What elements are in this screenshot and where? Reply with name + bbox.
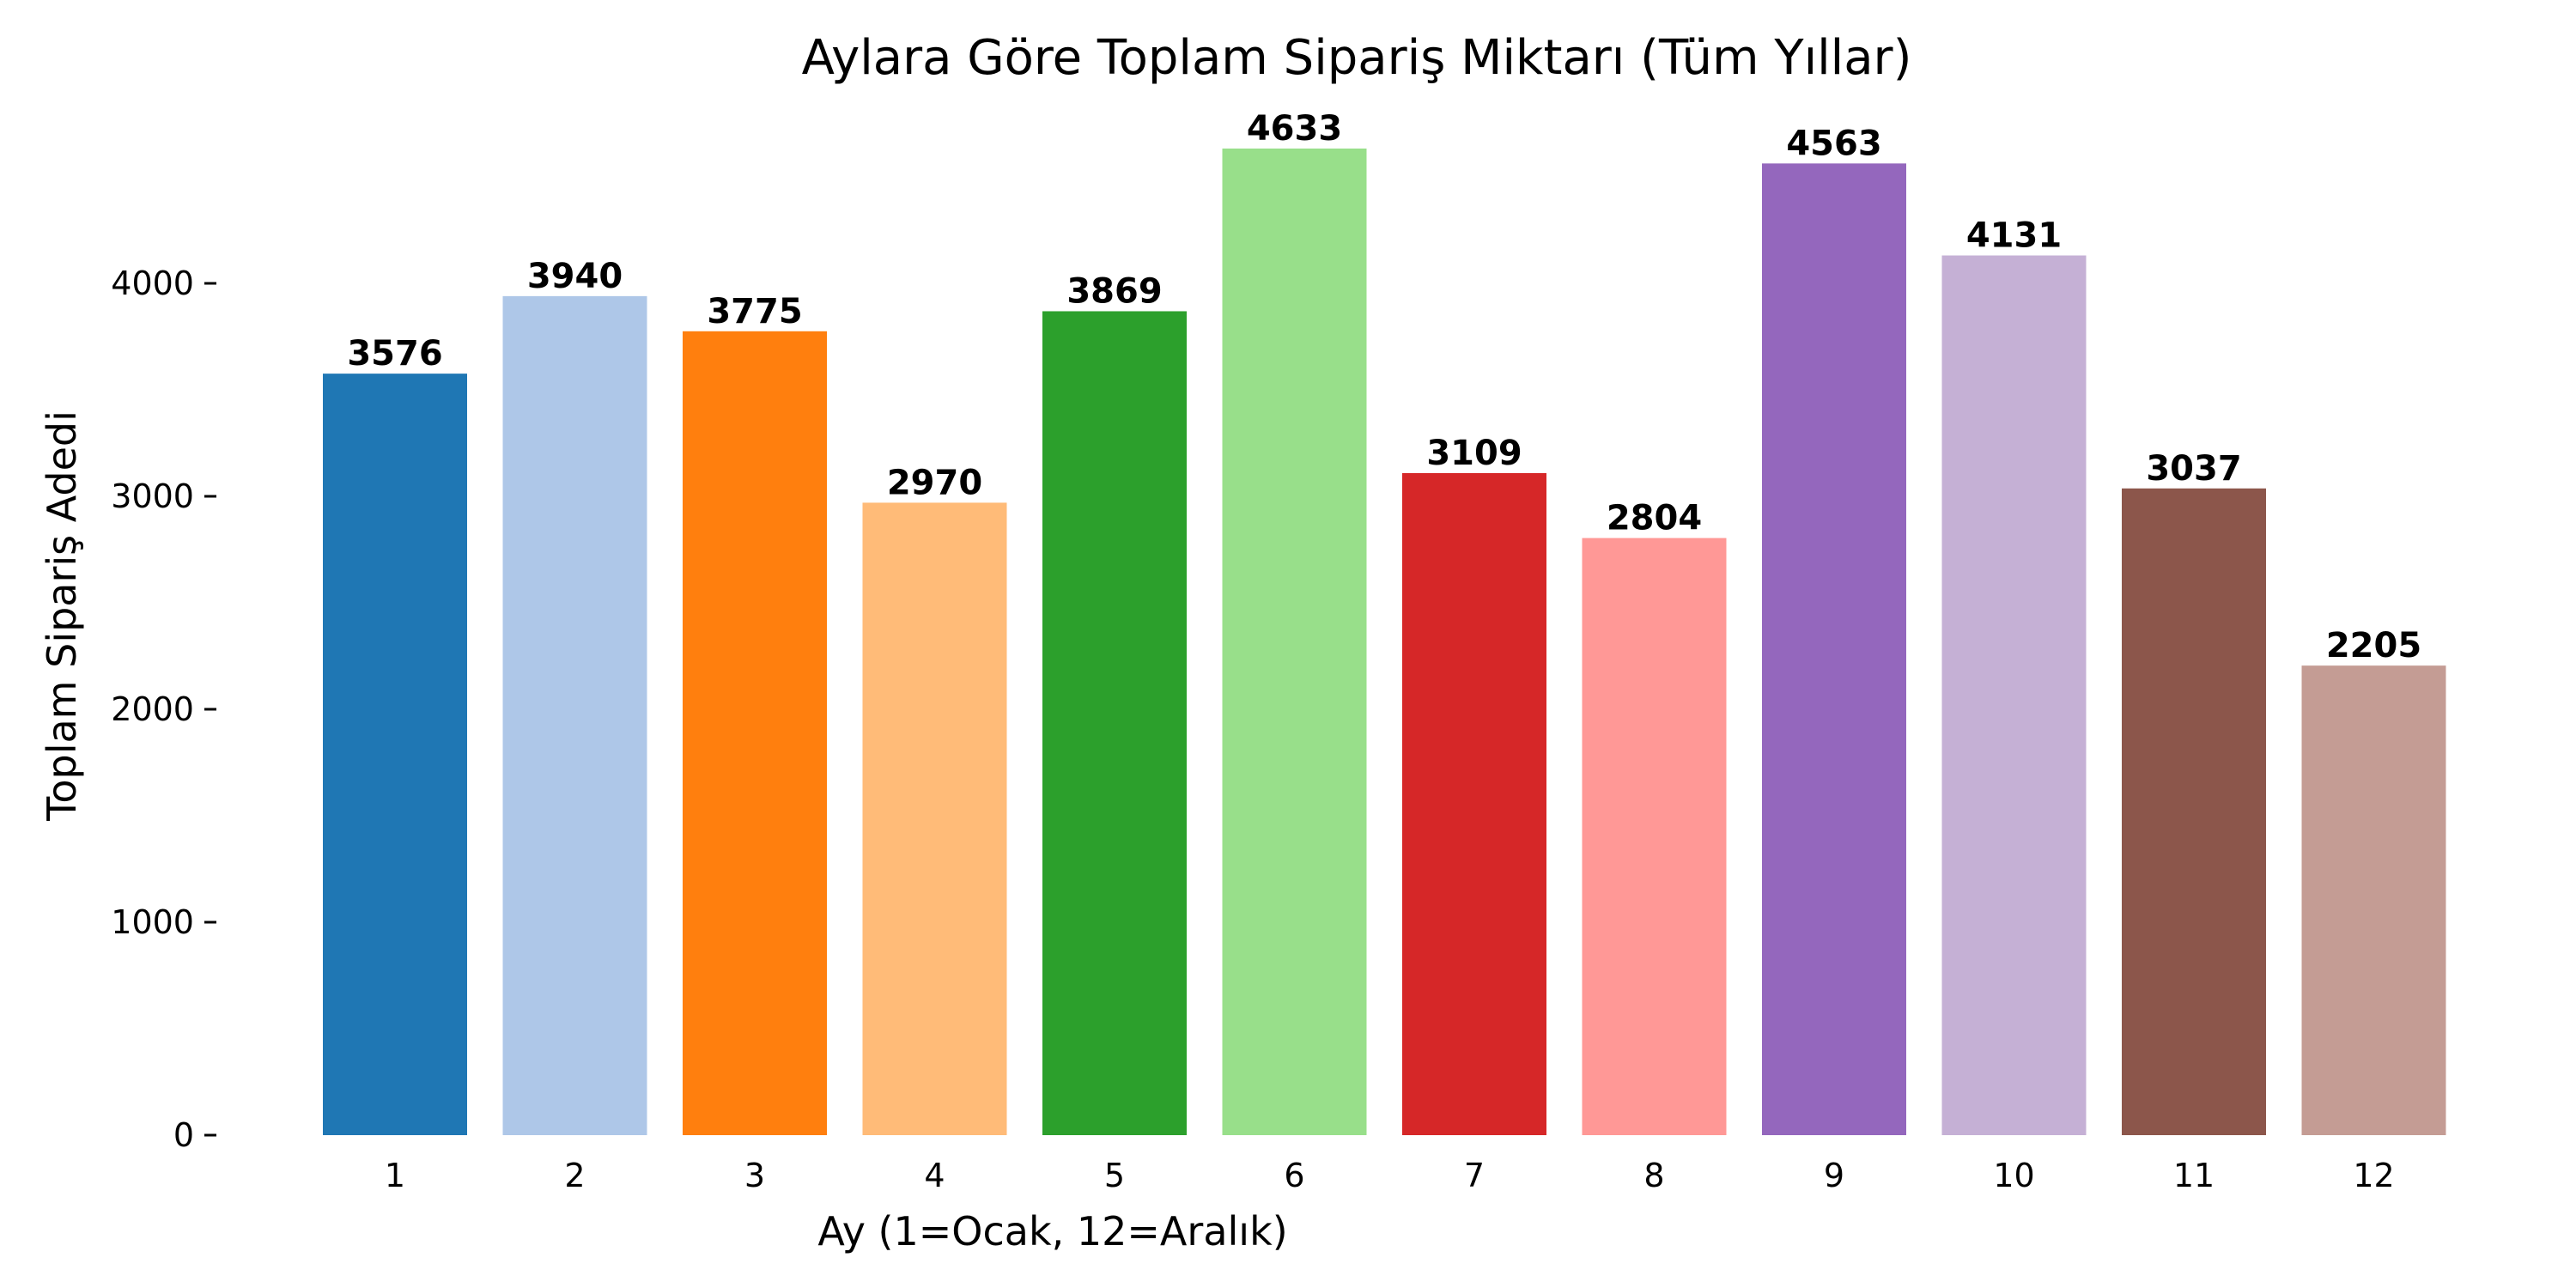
x-tick-label-3: 3 (744, 1157, 765, 1194)
x-tick-label-6: 6 (1284, 1157, 1304, 1194)
bar-month-8 (1582, 538, 1727, 1135)
bar-month-5 (1042, 311, 1187, 1136)
y-axis-label: Toplam Sipariş Adedi (39, 410, 85, 822)
bar-month-12 (2301, 665, 2446, 1135)
bar-month-4 (862, 502, 1007, 1135)
y-tick-label-0: 0 (173, 1116, 194, 1154)
x-tick-label-4: 4 (924, 1157, 945, 1194)
data-label-month-3: 3775 (707, 292, 802, 331)
data-label-month-8: 2804 (1607, 499, 1702, 538)
x-axis: 1 2 3 4 5 6 7 8 9 10 11 12 (385, 1157, 2395, 1194)
x-tick-label-8: 8 (1643, 1157, 1664, 1194)
bar-month-6 (1222, 149, 1367, 1135)
bar-series (323, 149, 2446, 1136)
x-tick-label-9: 9 (1824, 1157, 1844, 1194)
x-axis-label: Ay (1=Ocak, 12=Aralık) (817, 1208, 1287, 1255)
data-label-month-12: 2205 (2326, 626, 2421, 665)
data-labels: 3576 3940 3775 2970 3869 4633 3109 2804 4563 4131… (347, 109, 2421, 665)
data-label-month-4: 2970 (887, 463, 982, 502)
y-tick-label-2000: 2000 (111, 690, 194, 728)
data-label-month-9: 4563 (1786, 124, 1881, 163)
x-tick-label-1: 1 (385, 1157, 405, 1194)
x-tick-label-2: 2 (564, 1157, 585, 1194)
bar-month-11 (2122, 488, 2266, 1135)
y-tick-label-3000: 3000 (111, 477, 194, 515)
chart-title: Aylara Göre Toplam Sipariş Miktarı (Tüm … (802, 30, 1912, 86)
data-label-month-2: 3940 (527, 257, 623, 296)
bar-month-1 (323, 374, 467, 1135)
x-tick-label-10: 10 (1993, 1157, 2034, 1194)
data-label-month-7: 3109 (1426, 434, 1522, 473)
y-axis: 0 1000 2000 3000 4000 (111, 264, 216, 1154)
bar-month-10 (1941, 255, 2087, 1135)
y-tick-label-4000: 4000 (111, 264, 194, 302)
x-tick-label-11: 11 (2173, 1157, 2215, 1194)
x-tick-label-7: 7 (1464, 1157, 1485, 1194)
bar-month-7 (1402, 472, 1546, 1135)
data-label-month-10: 4131 (1966, 216, 2062, 255)
data-label-month-11: 3037 (2146, 449, 2241, 489)
bar-month-9 (1762, 163, 1906, 1136)
x-tick-label-12: 12 (2353, 1157, 2394, 1194)
data-label-month-1: 3576 (347, 334, 442, 374)
data-label-month-5: 3869 (1066, 271, 1162, 311)
bar-month-3 (683, 331, 827, 1135)
y-tick-label-1000: 1000 (111, 903, 194, 941)
data-label-month-6: 4633 (1247, 109, 1342, 149)
x-tick-label-5: 5 (1104, 1157, 1125, 1194)
bar-month-2 (502, 295, 647, 1135)
